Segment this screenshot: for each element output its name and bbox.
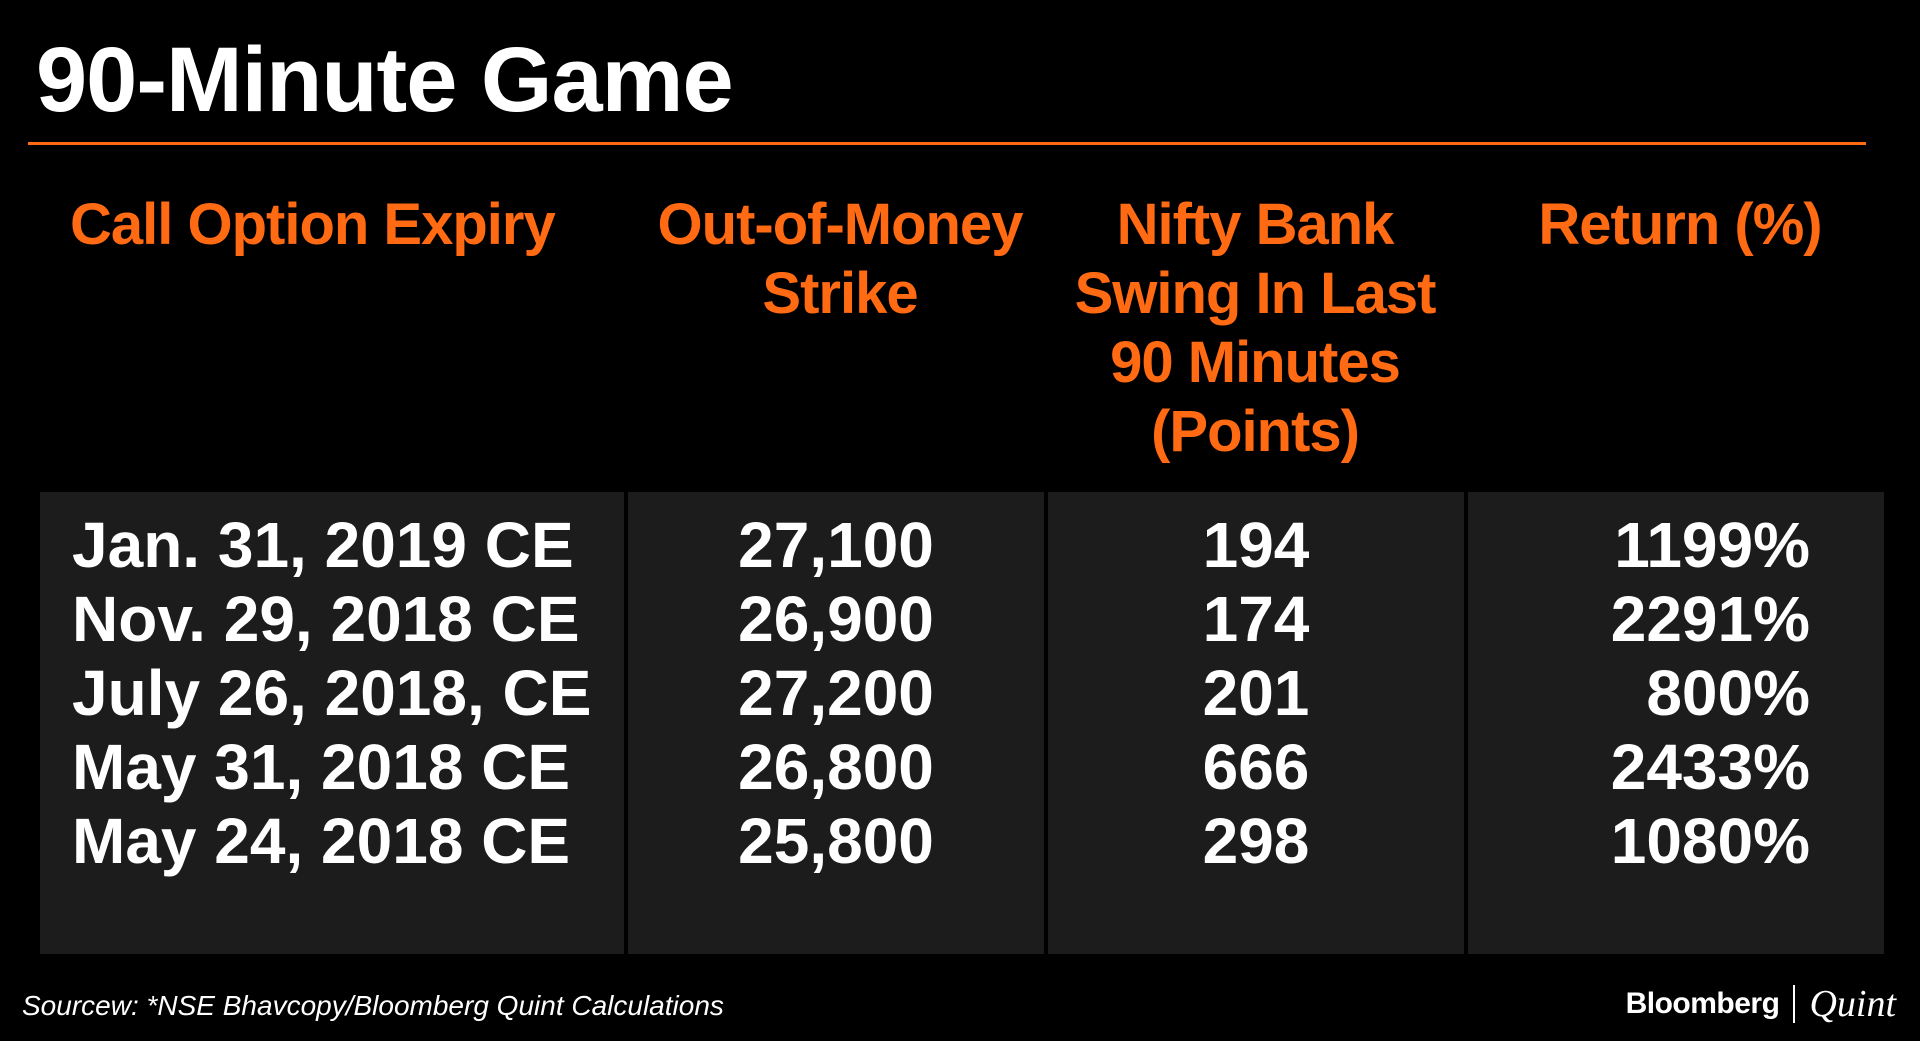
- logo-quint-text: Quint: [1809, 983, 1896, 1025]
- column-header-expiry: Call Option Expiry: [70, 192, 556, 257]
- cell-swing: 298: [1202, 805, 1310, 877]
- cell-strike: 27,100: [738, 509, 934, 581]
- column-background-expiry: [40, 492, 624, 954]
- cell-strike: 26,900: [738, 583, 934, 655]
- cell-swing: 194: [1202, 509, 1310, 581]
- column-header-strike: Out-of-Money Strike: [657, 192, 1024, 326]
- cell-return: 800%: [1646, 657, 1810, 729]
- table-row: Nov. 29, 2018 CE 26,900 174 2291%: [40, 574, 1884, 664]
- data-table: Jan. 31, 2019 CE 27,100 194 1199% Nov. 29, 2…: [40, 492, 1884, 954]
- page-title: 90-Minute Game: [36, 29, 734, 131]
- cell-return: 2433%: [1610, 731, 1810, 803]
- table-row: Jan. 31, 2019 CE 27,100 194 1199%: [40, 500, 1884, 590]
- column-background-swing: [1048, 492, 1464, 954]
- cell-return: 2291%: [1610, 583, 1810, 655]
- cell-expiry: July 26, 2018, CE: [72, 657, 592, 729]
- table-row: July 26, 2018, CE 27,200 201 800%: [40, 648, 1884, 738]
- column-header-swing: Nifty Bank Swing In Last 90 Minutes (Poi…: [1074, 192, 1437, 464]
- column-header-return: Return (%): [1538, 192, 1822, 257]
- cell-expiry: May 24, 2018 CE: [72, 805, 571, 877]
- column-background-return: [1468, 492, 1884, 954]
- cell-strike: 27,200: [738, 657, 934, 729]
- cell-expiry: Jan. 31, 2019 CE: [72, 509, 574, 581]
- bloomberg-quint-logo: Bloomberg Quint: [1626, 982, 1896, 1026]
- cell-strike: 26,800: [738, 731, 934, 803]
- cell-return: 1199%: [1614, 509, 1810, 581]
- logo-divider: [1793, 985, 1796, 1023]
- cell-swing: 174: [1202, 583, 1310, 655]
- table-row: May 24, 2018 CE 25,800 298 1080%: [40, 796, 1884, 886]
- column-background-strike: [628, 492, 1044, 954]
- table-row: May 31, 2018 CE 26,800 666 2433%: [40, 722, 1884, 812]
- title-underline: [28, 142, 1866, 145]
- cell-strike: 25,800: [738, 805, 934, 877]
- cell-expiry: May 31, 2018 CE: [72, 731, 571, 803]
- cell-expiry: Nov. 29, 2018 CE: [72, 583, 580, 655]
- cell-return: 1080%: [1610, 805, 1810, 877]
- cell-swing: 666: [1202, 731, 1310, 803]
- source-note: Sourcew: *NSE Bhavcopy/Bloomberg Quint C…: [22, 990, 724, 1021]
- logo-bloomberg-text: Bloomberg: [1625, 987, 1780, 1020]
- cell-swing: 201: [1202, 657, 1310, 729]
